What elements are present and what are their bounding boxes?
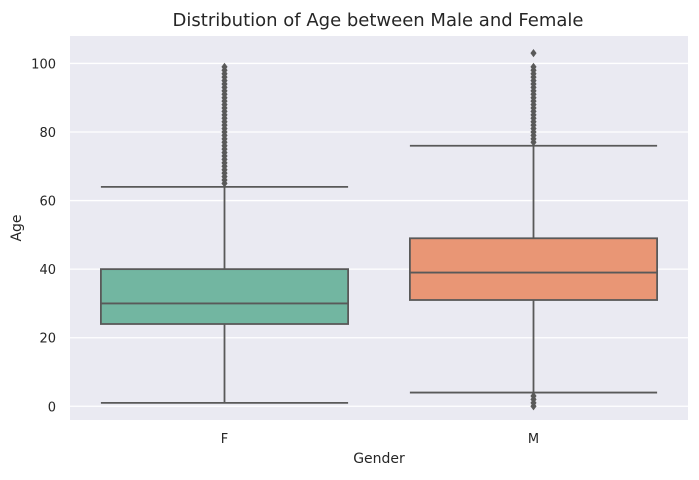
outlier-point xyxy=(530,62,537,71)
outlier-point xyxy=(530,391,537,401)
y-axis-label: Age xyxy=(9,214,25,241)
x-tick-label: M xyxy=(528,432,539,447)
iqr-box xyxy=(100,268,349,325)
y-tick-label: 20 xyxy=(39,332,56,347)
y-tick-label: 40 xyxy=(39,263,56,278)
box-group-m xyxy=(408,49,658,411)
boxes xyxy=(100,49,658,411)
plot-area xyxy=(70,36,688,420)
y-tick-label: 0 xyxy=(48,400,56,415)
y-tick-label: 60 xyxy=(39,195,56,210)
y-tick-label: 80 xyxy=(39,126,56,141)
outlier-point xyxy=(221,62,228,71)
outlier-point xyxy=(530,49,537,58)
y-tick-label: 100 xyxy=(31,57,56,72)
chart-title: Distribution of Age between Male and Fem… xyxy=(173,10,584,31)
box-group-f xyxy=(100,62,349,404)
iqr-box xyxy=(408,237,658,301)
y-axis-ticks: 0 20 40 60 80 100 xyxy=(31,57,56,415)
x-tick-label: F xyxy=(221,432,228,447)
x-axis-label: Gender xyxy=(353,451,405,467)
